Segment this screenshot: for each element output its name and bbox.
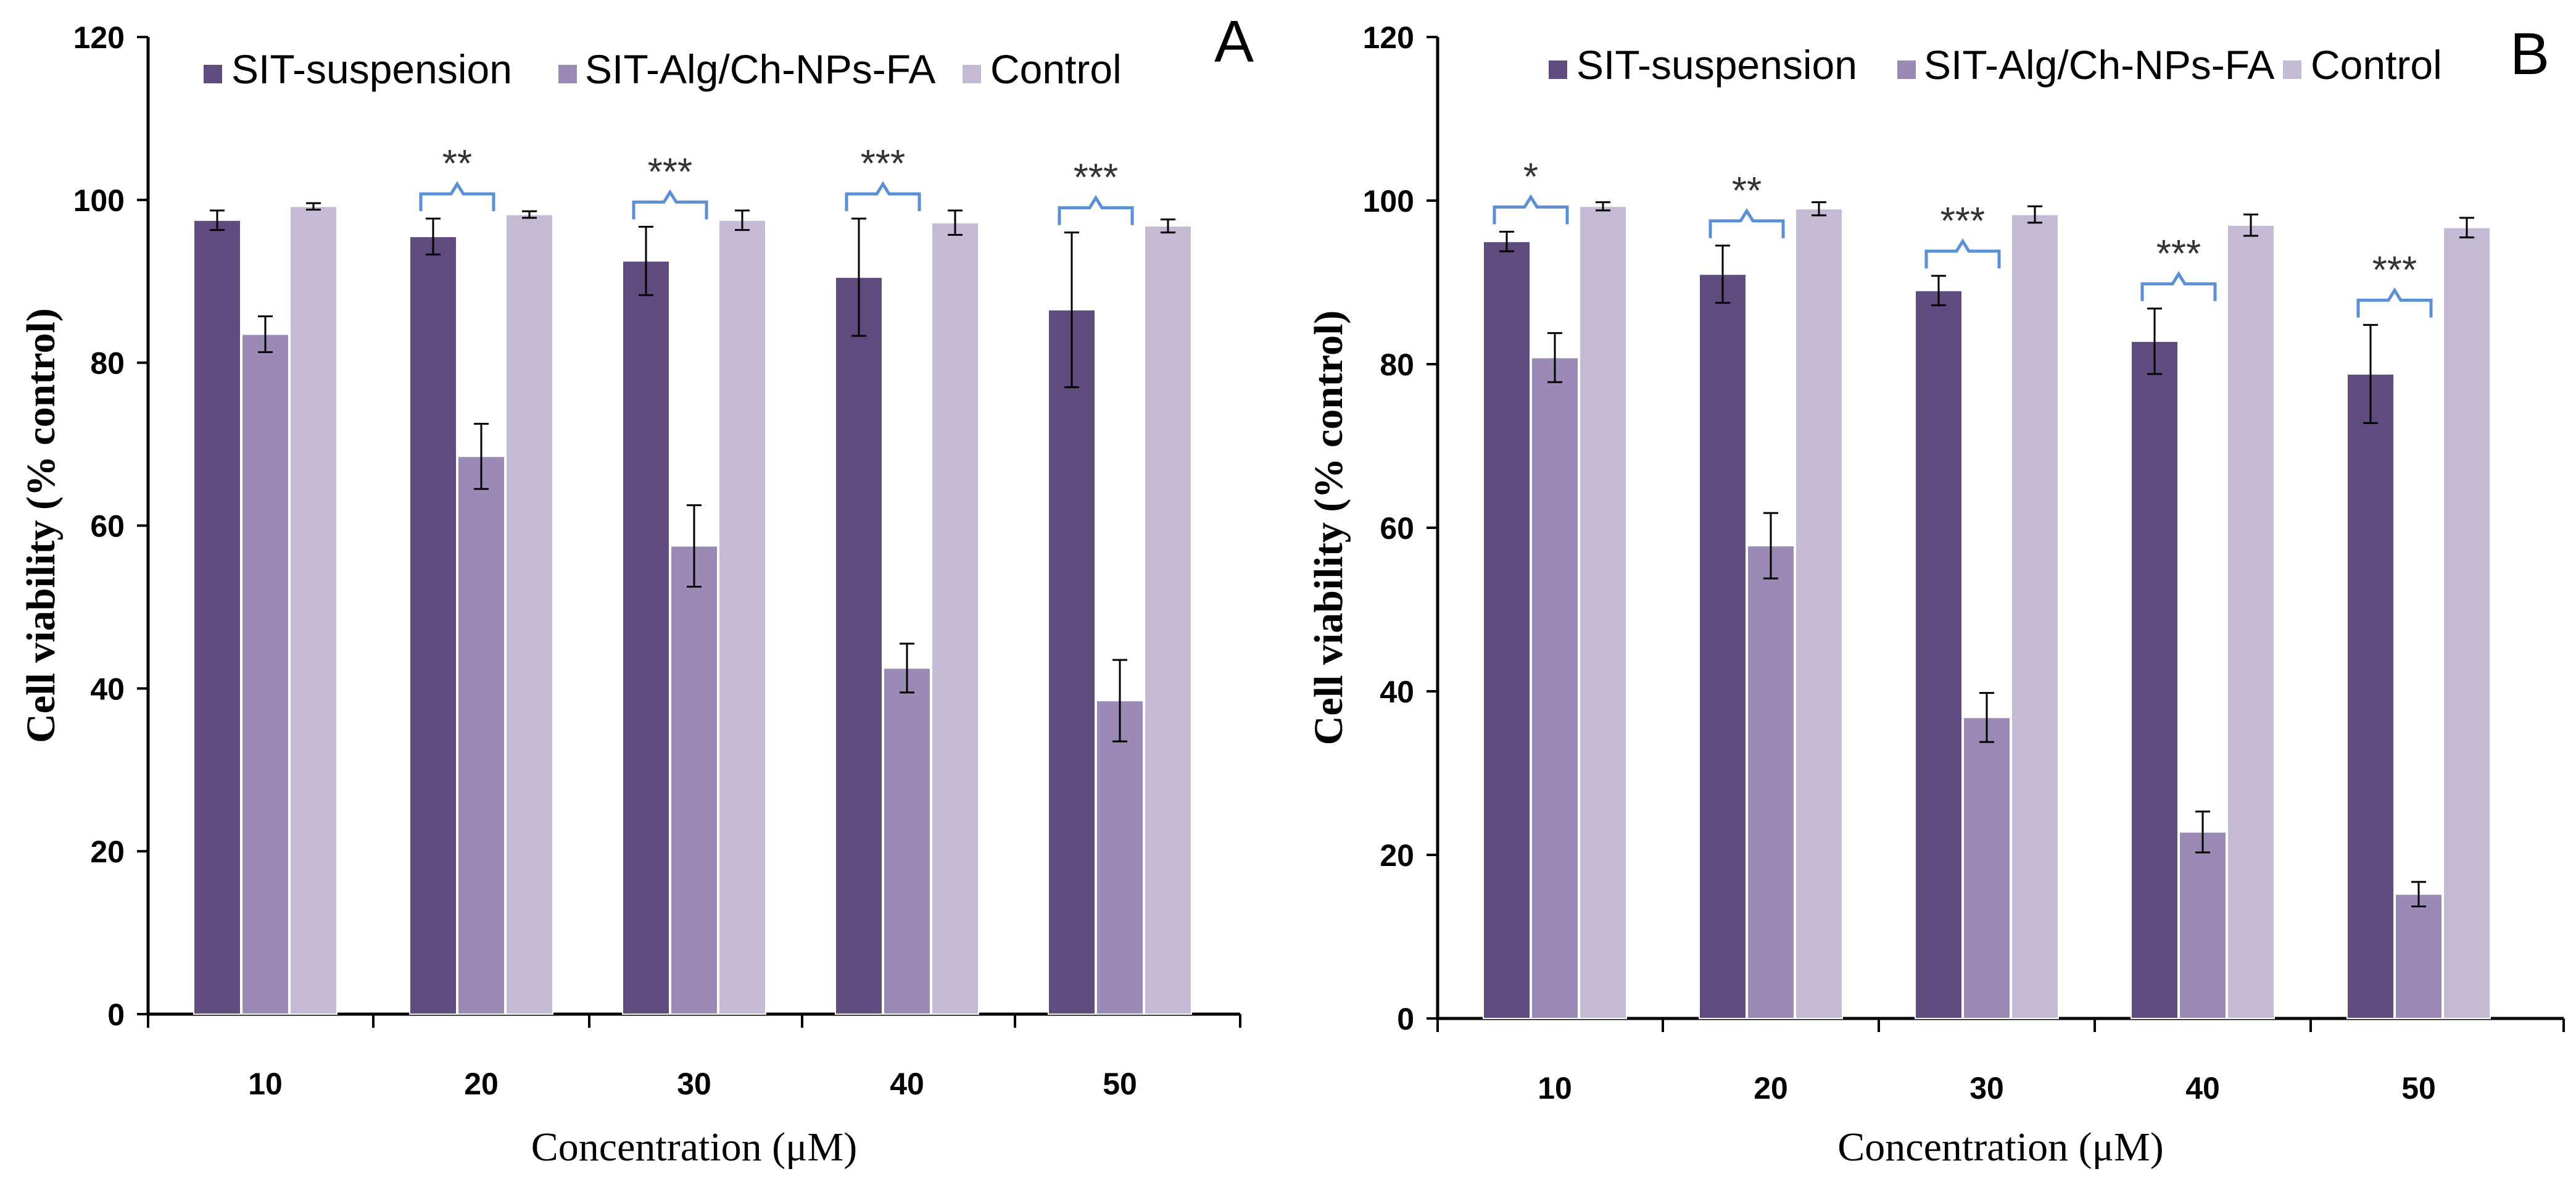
bar[interactable] xyxy=(622,260,670,1015)
significance-label: *** xyxy=(2372,249,2417,291)
legend-label: Control xyxy=(990,46,1122,92)
panel-label: A xyxy=(1214,9,1254,75)
significance-bracket xyxy=(2356,287,2433,318)
legend-swatch xyxy=(963,65,981,83)
bar[interactable] xyxy=(718,219,766,1015)
y-tick-label: 120 xyxy=(73,20,125,55)
y-tick-label: 60 xyxy=(1380,511,1414,546)
legend-label: SIT-Alg/Ch-NPs-FA xyxy=(585,46,935,92)
y-tick-label: 40 xyxy=(90,672,125,706)
significance-bracket xyxy=(1058,194,1134,225)
x-tick-label: 40 xyxy=(890,1067,924,1101)
legend-label: Control xyxy=(2311,42,2442,88)
legend-swatch xyxy=(2283,60,2301,79)
x-tick-label: 50 xyxy=(2401,1071,2436,1105)
significance-bracket xyxy=(1493,194,1569,225)
significance-label: *** xyxy=(1940,200,1985,243)
bar[interactable] xyxy=(835,277,883,1015)
legend-label: SIT-suspension xyxy=(231,46,512,92)
bar[interactable] xyxy=(1531,357,1579,1019)
significance-label: ** xyxy=(1732,170,1762,212)
significance-label: ** xyxy=(442,143,472,185)
y-axis-title: Cell viability (% control) xyxy=(1306,310,1351,746)
x-tick-label: 10 xyxy=(1538,1071,1572,1105)
bar[interactable] xyxy=(2131,340,2179,1019)
x-tick-label: 20 xyxy=(464,1067,499,1101)
x-tick-label: 30 xyxy=(1969,1071,2004,1105)
significance-label: *** xyxy=(1074,157,1118,199)
significance-bracket xyxy=(419,181,495,212)
bar[interactable] xyxy=(1096,700,1144,1015)
bar[interactable] xyxy=(1699,273,1747,1019)
bar[interactable] xyxy=(883,667,931,1015)
chart-panel-b: 0 20 40 60 80 100 120 10 * 20 ** 30 *** 40 *** 50 *** SIT… xyxy=(1306,20,2565,1170)
bar[interactable] xyxy=(1963,717,2011,1020)
significance-bracket xyxy=(632,189,708,220)
bar[interactable] xyxy=(2179,831,2227,1020)
bar[interactable] xyxy=(2443,227,2491,1020)
y-tick-label: 100 xyxy=(73,183,125,218)
chart-panel-a: 0 20 40 60 80 100 120 10 20 ** 30 *** 40 *** 50 *** SIT-… xyxy=(19,9,1254,1170)
bar[interactable] xyxy=(931,222,979,1015)
x-tick-label: 20 xyxy=(1754,1071,1788,1105)
bar[interactable] xyxy=(1795,208,1843,1019)
y-tick-label: 80 xyxy=(1380,348,1414,382)
bar[interactable] xyxy=(1747,545,1795,1019)
bar[interactable] xyxy=(409,236,457,1015)
bar[interactable] xyxy=(289,206,338,1015)
y-axis-title: Cell viability (% control) xyxy=(19,308,64,743)
legend-swatch xyxy=(1897,60,1916,79)
legend-swatch xyxy=(1549,60,1567,79)
y-tick-label: 80 xyxy=(90,346,125,381)
significance-bracket xyxy=(1924,238,2001,269)
significance-label: *** xyxy=(2156,233,2201,275)
legend-swatch xyxy=(204,65,222,83)
significance-bracket xyxy=(1708,208,1785,238)
bar[interactable] xyxy=(1483,241,1531,1019)
y-tick-label: 40 xyxy=(1380,675,1414,709)
bar[interactable] xyxy=(1915,289,1963,1019)
y-tick-label: 0 xyxy=(107,997,125,1032)
y-tick-label: 60 xyxy=(90,509,125,544)
bar[interactable] xyxy=(505,214,553,1015)
legend-label: SIT-suspension xyxy=(1576,42,1857,88)
bar[interactable] xyxy=(2346,373,2395,1019)
x-tick-label: 40 xyxy=(2185,1071,2220,1105)
significance-label: * xyxy=(1523,156,1538,198)
y-tick-label: 120 xyxy=(1363,20,1414,55)
bar[interactable] xyxy=(1579,206,1627,1019)
significance-bracket xyxy=(2140,271,2217,301)
significance-bracket xyxy=(845,181,921,212)
x-tick-label: 50 xyxy=(1103,1067,1137,1101)
x-tick-label: 10 xyxy=(248,1067,283,1101)
bar[interactable] xyxy=(457,456,505,1015)
y-tick-label: 20 xyxy=(90,835,125,869)
bar[interactable] xyxy=(670,545,718,1015)
bar[interactable] xyxy=(1048,309,1096,1015)
significance-label: *** xyxy=(648,151,692,193)
y-tick-label: 0 xyxy=(1397,1002,1414,1036)
y-tick-label: 20 xyxy=(1380,838,1414,873)
bar[interactable] xyxy=(1144,225,1192,1015)
x-tick-label: 30 xyxy=(677,1067,711,1101)
significance-label: *** xyxy=(861,143,905,185)
x-axis-title: Concentration (μM) xyxy=(531,1125,857,1170)
panel-label: B xyxy=(2510,21,2549,87)
bar[interactable] xyxy=(2227,224,2275,1019)
x-axis-title: Concentration (μM) xyxy=(1837,1125,2163,1170)
bar[interactable] xyxy=(2011,214,2059,1019)
legend-label: SIT-Alg/Ch-NPs-FA xyxy=(1924,42,2274,88)
y-tick-label: 100 xyxy=(1363,184,1414,219)
bar[interactable] xyxy=(241,333,289,1015)
bar[interactable] xyxy=(193,219,241,1015)
legend-swatch xyxy=(558,65,577,83)
bar[interactable] xyxy=(2395,893,2443,1019)
